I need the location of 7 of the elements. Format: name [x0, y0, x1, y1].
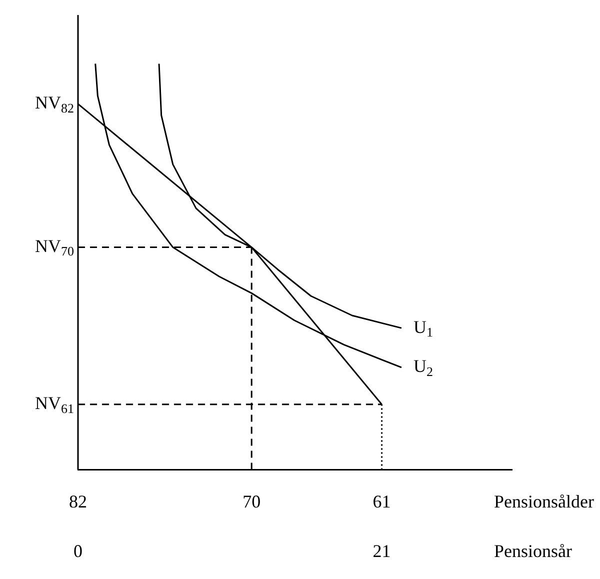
x-axis-title: Pensionsålder — [494, 492, 594, 512]
x2-axis-title: Pensionsår — [494, 541, 572, 562]
x-tick-label: 70 — [242, 491, 261, 512]
x-tick-label: 61 — [372, 491, 391, 512]
x-tick-label: 82 — [69, 491, 87, 512]
x2-tick-label: 0 — [74, 540, 82, 561]
x2-tick-label: 21 — [372, 540, 391, 561]
